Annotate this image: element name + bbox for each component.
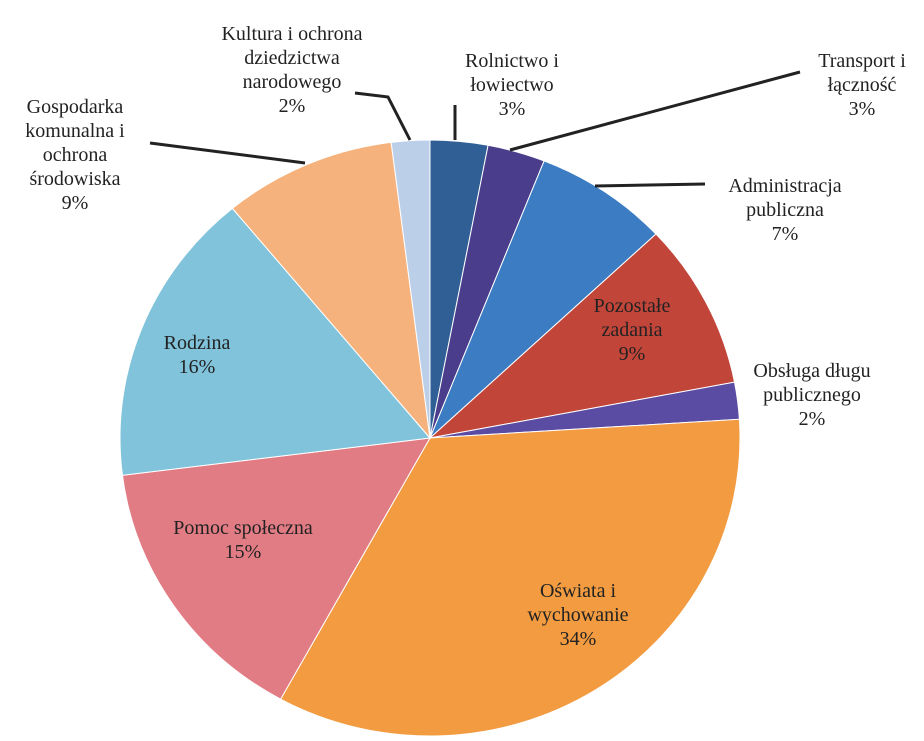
percent-label: 2% — [798, 408, 826, 430]
slice-label: Administracja publiczna 7% — [700, 174, 870, 246]
category-name: Rolnictwo i łowiectwo — [465, 50, 559, 96]
slice-label: Transport i łączność 3% — [807, 49, 917, 121]
category-name: Transport i łączność — [818, 50, 906, 96]
pie-slice — [121, 437, 431, 700]
slice-label: Rodzina 16% — [137, 331, 257, 379]
category-name: Kultura i ochrona dziedzictwa narodowego — [221, 23, 363, 93]
pie-slice — [428, 233, 736, 439]
pie-slice — [390, 139, 431, 439]
percent-label: 9% — [618, 343, 646, 365]
slice-label: Kultura i ochrona dziedzictwa narodowego… — [197, 22, 387, 118]
category-name: Rodzina — [163, 332, 231, 354]
percent-label: 7% — [771, 223, 799, 245]
category-name: Oświata i wychowanie — [527, 580, 629, 626]
percent-label: 9% — [61, 192, 89, 214]
leader-line — [149, 141, 306, 165]
percent-label: 3% — [848, 98, 876, 120]
slice-label: Obsługa długu publicznego 2% — [727, 359, 897, 431]
percent-label: 16% — [178, 356, 216, 378]
percent-label: 2% — [278, 95, 306, 117]
leader-line — [354, 91, 412, 141]
slice-label: Pomoc społeczna 15% — [133, 516, 353, 564]
percent-label: 34% — [559, 628, 597, 650]
category-name: Administracja publiczna — [728, 175, 842, 221]
category-name: Gospodarka komunalna i ochrona środowisk… — [25, 96, 125, 190]
percent-label: 15% — [224, 541, 262, 563]
slice-label: Oświata i wychowanie 34% — [498, 579, 658, 651]
slice-label: Pozostałe zadania 9% — [577, 294, 687, 366]
category-name: Pozostałe zadania — [593, 295, 671, 341]
category-name: Obsługa długu publicznego — [753, 360, 871, 406]
leader-line — [509, 70, 801, 152]
pie-slice — [429, 160, 657, 439]
slice-label: Rolnictwo i łowiectwo 3% — [447, 49, 577, 121]
percent-label: 3% — [498, 98, 526, 120]
category-name: Pomoc społeczna — [173, 517, 313, 539]
pie-slice — [119, 207, 431, 476]
pie-slice — [231, 141, 431, 440]
slice-label: Gospodarka komunalna i ochrona środowisk… — [0, 95, 150, 215]
leader-line — [594, 182, 706, 188]
